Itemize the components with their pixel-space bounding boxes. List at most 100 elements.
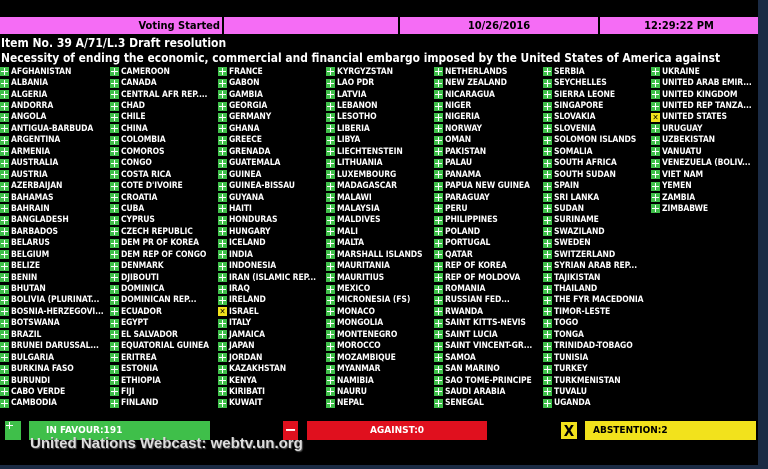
- country-name: EL SALVADOR: [121, 329, 178, 340]
- yes-plus-icon: [0, 353, 9, 363]
- yes-plus-icon: [651, 124, 660, 134]
- yes-plus-icon: [110, 227, 119, 237]
- yes-plus-icon: [0, 261, 9, 271]
- country-name: LIBYA: [337, 135, 361, 146]
- country-row: ESTONIA: [110, 363, 209, 374]
- item-subtitle: Necessity of ending the economic, commer…: [1, 51, 721, 65]
- country-column: AFGHANISTAN ALBANIA ALGERIA ANDORRA ANGOLA AN…: [0, 66, 104, 409]
- country-row: NEW ZEALAND: [434, 77, 532, 88]
- country-row: GUINEA-BISSAU: [218, 180, 316, 191]
- yes-plus-icon: [218, 112, 227, 122]
- yes-plus-icon: [218, 227, 227, 237]
- yes-plus-icon: [218, 147, 227, 157]
- country-name: SURINAME: [554, 215, 599, 226]
- yes-plus-icon: [110, 330, 119, 340]
- yes-plus-icon: [218, 78, 227, 88]
- country-name: ISRAEL: [229, 306, 259, 317]
- yes-plus-icon: [326, 90, 335, 100]
- country-name: PERU: [445, 203, 468, 214]
- minus-icon: −: [283, 420, 298, 440]
- yes-plus-icon: [0, 376, 9, 386]
- country-name: KUWAIT: [229, 398, 263, 409]
- country-name: SERBIA: [554, 66, 585, 77]
- country-name: GAMBIA: [229, 89, 263, 100]
- yes-plus-icon: [218, 215, 227, 225]
- country-row: FINLAND: [110, 398, 209, 409]
- abstain-x-icon: ✕: [651, 112, 660, 122]
- country-name: TUVALU: [554, 386, 587, 397]
- country-row: PARAGUAY: [434, 192, 532, 203]
- yes-plus-icon: [218, 170, 227, 180]
- yes-plus-icon: [434, 341, 443, 351]
- country-row: SAINT LUCIA: [434, 329, 532, 340]
- country-row: TUNISIA: [543, 352, 644, 363]
- country-name: KYRGYZSTAN: [337, 66, 393, 77]
- header-blank-cell: [224, 17, 400, 34]
- country-row: SIERRA LEONE: [543, 89, 644, 100]
- country-name: KENYA: [229, 375, 257, 386]
- country-name: SAINT LUCIA: [445, 329, 498, 340]
- country-name: ARGENTINA: [11, 135, 61, 146]
- country-name: SENEGAL: [445, 398, 484, 409]
- yes-plus-icon: [218, 238, 227, 248]
- country-row: THAILAND: [543, 283, 644, 294]
- screen-edge: [758, 0, 768, 469]
- country-row: AFGHANISTAN: [0, 66, 104, 77]
- yes-plus-icon: [110, 318, 119, 328]
- yes-plus-icon: [110, 101, 119, 111]
- country-row: POLAND: [434, 226, 532, 237]
- country-row: SYRIAN ARAB REP...: [543, 260, 644, 271]
- country-row: NIGERIA: [434, 112, 532, 123]
- country-row: LIBERIA: [326, 123, 422, 134]
- yes-plus-icon: [110, 261, 119, 271]
- item-title: Item No. 39 A/71/L.3 Draft resolution: [1, 36, 227, 50]
- country-row: DOMINICAN REP...: [110, 295, 209, 306]
- country-name: NIGER: [445, 101, 472, 112]
- country-row: BULGARIA: [0, 352, 104, 363]
- yes-plus-icon: [434, 227, 443, 237]
- country-name: SOMALIA: [554, 146, 593, 157]
- country-name: MYANMAR: [337, 364, 381, 375]
- yes-plus-icon: [326, 67, 335, 77]
- country-name: TAJIKISTAN: [554, 272, 601, 283]
- country-name: EQUATORIAL GUINEA: [121, 341, 210, 352]
- country-row: IRAQ: [218, 283, 316, 294]
- country-row: CABO VERDE: [0, 386, 104, 397]
- country-name: TOGO: [554, 318, 579, 329]
- yes-plus-icon: [218, 101, 227, 111]
- country-name: CANADA: [121, 78, 157, 89]
- yes-plus-icon: [434, 353, 443, 363]
- country-name: ECUADOR: [121, 306, 162, 317]
- country-name: DENMARK: [121, 261, 164, 272]
- country-name: ZIMBABWE: [662, 203, 708, 214]
- yes-plus-icon: [543, 284, 552, 294]
- country-row: ROMANIA: [434, 283, 532, 294]
- yes-plus-icon: [218, 376, 227, 386]
- yes-plus-icon: [326, 78, 335, 88]
- country-name: SAN MARINO: [445, 364, 500, 375]
- country-name: BARBADOS: [11, 226, 58, 237]
- country-row: SOUTH SUDAN: [543, 169, 644, 180]
- country-row: DEM REP OF CONGO: [110, 249, 209, 260]
- country-name: SAINT KITTS-NEVIS: [445, 318, 526, 329]
- yes-plus-icon: [110, 376, 119, 386]
- country-name: HONDURAS: [229, 215, 278, 226]
- screen-edge-bottom: [0, 465, 768, 469]
- yes-plus-icon: [434, 67, 443, 77]
- yes-plus-icon: [218, 341, 227, 351]
- country-name: LIBERIA: [337, 123, 370, 134]
- yes-plus-icon: [434, 135, 443, 145]
- country-name: COLOMBIA: [121, 135, 166, 146]
- country-row: MALI: [326, 226, 422, 237]
- country-name: SAMOA: [445, 352, 476, 363]
- yes-plus-icon: [110, 387, 119, 397]
- country-row: EQUATORIAL GUINEA: [110, 341, 209, 352]
- abstention-total: ABSTENTION:2: [585, 421, 756, 440]
- yes-plus-icon: [218, 67, 227, 77]
- yes-plus-icon: [543, 215, 552, 225]
- yes-plus-icon: [543, 318, 552, 328]
- country-row: AUSTRIA: [0, 169, 104, 180]
- country-row: CHILE: [110, 112, 209, 123]
- country-row: ZIMBABWE: [651, 203, 752, 214]
- country-name: ERITREA: [121, 352, 157, 363]
